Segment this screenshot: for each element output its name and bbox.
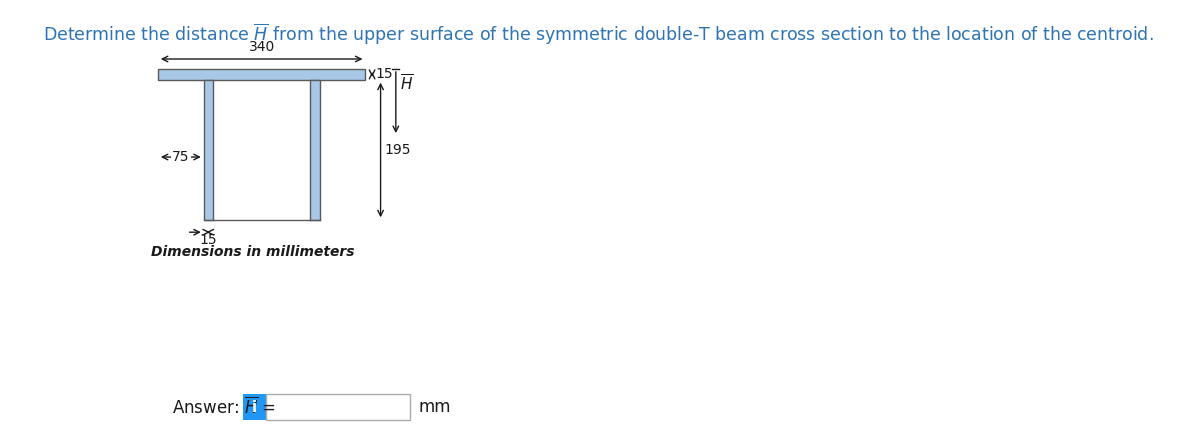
Text: 15: 15 bbox=[376, 67, 393, 81]
Text: 340: 340 bbox=[249, 40, 275, 54]
Text: i: i bbox=[251, 399, 257, 415]
Text: mm: mm bbox=[419, 398, 451, 416]
FancyBboxPatch shape bbox=[267, 394, 411, 420]
Text: 195: 195 bbox=[384, 143, 411, 157]
FancyBboxPatch shape bbox=[203, 80, 213, 220]
Text: Dimensions in millimeters: Dimensions in millimeters bbox=[151, 245, 356, 259]
Text: Answer: $\overline{H}$ =: Answer: $\overline{H}$ = bbox=[172, 396, 277, 418]
FancyBboxPatch shape bbox=[158, 69, 365, 80]
Text: $\overline{H}$: $\overline{H}$ bbox=[400, 74, 413, 94]
Text: 75: 75 bbox=[172, 150, 189, 164]
FancyBboxPatch shape bbox=[243, 394, 267, 420]
Text: Determine the distance $\overline{H}$ from the upper surface of the symmetric do: Determine the distance $\overline{H}$ fr… bbox=[43, 22, 1154, 47]
FancyBboxPatch shape bbox=[310, 80, 320, 220]
Text: 15: 15 bbox=[200, 233, 217, 247]
